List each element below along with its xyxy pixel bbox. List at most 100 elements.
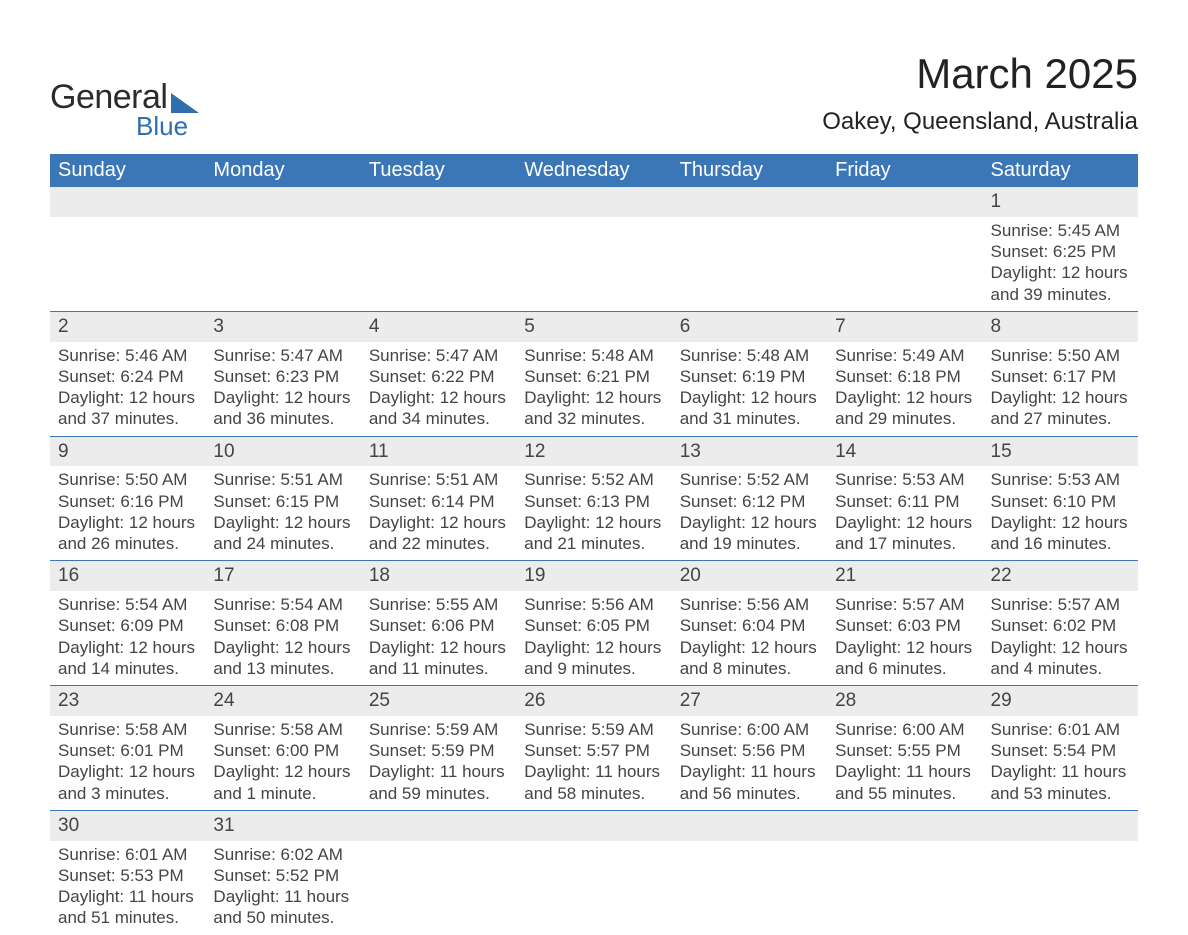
calendar-week: 2345678Sunrise: 5:46 AM Sunset: 6:24 PM … xyxy=(50,311,1138,436)
calendar-body-cell: Sunrise: 5:52 AM Sunset: 6:13 PM Dayligh… xyxy=(516,466,671,560)
page-title: March 2025 xyxy=(822,50,1138,98)
calendar-date-cell: 12 xyxy=(516,437,671,467)
dayhead-wed: Wednesday xyxy=(516,154,671,187)
calendar-date-cell: 22 xyxy=(983,561,1138,591)
calendar-date-cell xyxy=(205,187,360,217)
calendar-body-row: Sunrise: 5:46 AM Sunset: 6:24 PM Dayligh… xyxy=(50,342,1138,436)
calendar-date-cell xyxy=(983,811,1138,841)
calendar-date-row: 3031 xyxy=(50,811,1138,841)
calendar-date-cell: 11 xyxy=(361,437,516,467)
calendar-body-cell xyxy=(827,217,982,311)
calendar-week: 1Sunrise: 5:45 AM Sunset: 6:25 PM Daylig… xyxy=(50,187,1138,311)
calendar-date-cell: 10 xyxy=(205,437,360,467)
calendar-body-cell: Sunrise: 5:46 AM Sunset: 6:24 PM Dayligh… xyxy=(50,342,205,436)
calendar-date-cell xyxy=(827,187,982,217)
calendar-date-cell: 13 xyxy=(672,437,827,467)
dayhead-sat: Saturday xyxy=(983,154,1138,187)
calendar-date-cell: 3 xyxy=(205,312,360,342)
calendar-body-cell: Sunrise: 5:48 AM Sunset: 6:21 PM Dayligh… xyxy=(516,342,671,436)
calendar-body-cell: Sunrise: 5:49 AM Sunset: 6:18 PM Dayligh… xyxy=(827,342,982,436)
calendar-date-cell: 29 xyxy=(983,686,1138,716)
calendar-body-cell xyxy=(361,841,516,935)
calendar-week: 3031Sunrise: 6:01 AM Sunset: 5:53 PM Day… xyxy=(50,810,1138,935)
calendar-date-cell xyxy=(516,811,671,841)
calendar-date-cell: 4 xyxy=(361,312,516,342)
calendar-date-cell: 24 xyxy=(205,686,360,716)
calendar-body-cell: Sunrise: 5:54 AM Sunset: 6:08 PM Dayligh… xyxy=(205,591,360,685)
calendar-body-cell: Sunrise: 6:00 AM Sunset: 5:56 PM Dayligh… xyxy=(672,716,827,810)
calendar-date-row: 16171819202122 xyxy=(50,561,1138,591)
dayhead-fri: Friday xyxy=(827,154,982,187)
calendar-date-cell: 25 xyxy=(361,686,516,716)
calendar-body-cell: Sunrise: 5:59 AM Sunset: 5:57 PM Dayligh… xyxy=(516,716,671,810)
calendar-body-cell: Sunrise: 5:58 AM Sunset: 6:01 PM Dayligh… xyxy=(50,716,205,810)
calendar-date-cell xyxy=(672,811,827,841)
page-subtitle: Oakey, Queensland, Australia xyxy=(822,108,1138,136)
calendar-date-cell: 2 xyxy=(50,312,205,342)
calendar-week: 9101112131415Sunrise: 5:50 AM Sunset: 6:… xyxy=(50,436,1138,561)
calendar-date-cell: 15 xyxy=(983,437,1138,467)
calendar-week: 23242526272829Sunrise: 5:58 AM Sunset: 6… xyxy=(50,685,1138,810)
calendar-body-cell: Sunrise: 6:02 AM Sunset: 5:52 PM Dayligh… xyxy=(205,841,360,935)
calendar-body-row: Sunrise: 5:58 AM Sunset: 6:01 PM Dayligh… xyxy=(50,716,1138,810)
calendar-body-cell: Sunrise: 5:50 AM Sunset: 6:16 PM Dayligh… xyxy=(50,466,205,560)
calendar-date-cell: 18 xyxy=(361,561,516,591)
calendar-week: 16171819202122Sunrise: 5:54 AM Sunset: 6… xyxy=(50,560,1138,685)
calendar-body-cell: Sunrise: 5:53 AM Sunset: 6:11 PM Dayligh… xyxy=(827,466,982,560)
logo: General Blue xyxy=(50,50,199,142)
calendar-body-cell: Sunrise: 5:53 AM Sunset: 6:10 PM Dayligh… xyxy=(983,466,1138,560)
calendar-body-cell: Sunrise: 6:01 AM Sunset: 5:54 PM Dayligh… xyxy=(983,716,1138,810)
calendar-date-cell xyxy=(361,187,516,217)
calendar-date-row: 1 xyxy=(50,187,1138,217)
dayhead-tue: Tuesday xyxy=(361,154,516,187)
calendar-date-cell: 6 xyxy=(672,312,827,342)
calendar-body-cell: Sunrise: 5:50 AM Sunset: 6:17 PM Dayligh… xyxy=(983,342,1138,436)
logo-triangle-icon xyxy=(171,93,199,113)
calendar-body-cell: Sunrise: 5:48 AM Sunset: 6:19 PM Dayligh… xyxy=(672,342,827,436)
calendar-date-cell: 9 xyxy=(50,437,205,467)
calendar-body-row: Sunrise: 5:50 AM Sunset: 6:16 PM Dayligh… xyxy=(50,466,1138,560)
logo-text-2: Blue xyxy=(136,111,199,142)
calendar-date-cell: 16 xyxy=(50,561,205,591)
calendar-body-row: Sunrise: 5:45 AM Sunset: 6:25 PM Dayligh… xyxy=(50,217,1138,311)
calendar-body-row: Sunrise: 5:54 AM Sunset: 6:09 PM Dayligh… xyxy=(50,591,1138,685)
calendar-date-cell: 7 xyxy=(827,312,982,342)
calendar-body-cell xyxy=(516,217,671,311)
calendar-body-cell xyxy=(983,841,1138,935)
calendar-date-cell: 27 xyxy=(672,686,827,716)
calendar-date-row: 9101112131415 xyxy=(50,437,1138,467)
dayhead-thu: Thursday xyxy=(672,154,827,187)
calendar-date-cell: 20 xyxy=(672,561,827,591)
calendar-date-cell: 5 xyxy=(516,312,671,342)
calendar-body-cell: Sunrise: 5:51 AM Sunset: 6:15 PM Dayligh… xyxy=(205,466,360,560)
calendar-date-cell: 26 xyxy=(516,686,671,716)
calendar-body-cell xyxy=(827,841,982,935)
calendar-body-cell: Sunrise: 5:57 AM Sunset: 6:02 PM Dayligh… xyxy=(983,591,1138,685)
calendar-date-cell xyxy=(672,187,827,217)
calendar-body-cell: Sunrise: 5:45 AM Sunset: 6:25 PM Dayligh… xyxy=(983,217,1138,311)
calendar-date-row: 23242526272829 xyxy=(50,686,1138,716)
calendar-body-cell xyxy=(361,217,516,311)
calendar-body-cell: Sunrise: 6:01 AM Sunset: 5:53 PM Dayligh… xyxy=(50,841,205,935)
calendar-date-cell: 30 xyxy=(50,811,205,841)
calendar-date-cell xyxy=(361,811,516,841)
calendar-body-row: Sunrise: 6:01 AM Sunset: 5:53 PM Dayligh… xyxy=(50,841,1138,935)
calendar-body-cell: Sunrise: 5:51 AM Sunset: 6:14 PM Dayligh… xyxy=(361,466,516,560)
calendar-date-cell: 19 xyxy=(516,561,671,591)
calendar-date-cell: 31 xyxy=(205,811,360,841)
calendar-date-row: 2345678 xyxy=(50,312,1138,342)
calendar-date-cell: 28 xyxy=(827,686,982,716)
calendar-body-cell: Sunrise: 5:54 AM Sunset: 6:09 PM Dayligh… xyxy=(50,591,205,685)
calendar-body-cell: Sunrise: 5:57 AM Sunset: 6:03 PM Dayligh… xyxy=(827,591,982,685)
calendar-body-cell: Sunrise: 5:56 AM Sunset: 6:04 PM Dayligh… xyxy=(672,591,827,685)
dayhead-sun: Sunday xyxy=(50,154,205,187)
calendar-body-cell: Sunrise: 6:00 AM Sunset: 5:55 PM Dayligh… xyxy=(827,716,982,810)
calendar-body-cell: Sunrise: 5:59 AM Sunset: 5:59 PM Dayligh… xyxy=(361,716,516,810)
calendar-body-cell xyxy=(205,217,360,311)
calendar-body-cell xyxy=(50,217,205,311)
calendar-body-cell: Sunrise: 5:47 AM Sunset: 6:23 PM Dayligh… xyxy=(205,342,360,436)
calendar-date-cell: 23 xyxy=(50,686,205,716)
calendar-body-cell: Sunrise: 5:58 AM Sunset: 6:00 PM Dayligh… xyxy=(205,716,360,810)
calendar-date-cell xyxy=(827,811,982,841)
calendar-body-cell: Sunrise: 5:52 AM Sunset: 6:12 PM Dayligh… xyxy=(672,466,827,560)
